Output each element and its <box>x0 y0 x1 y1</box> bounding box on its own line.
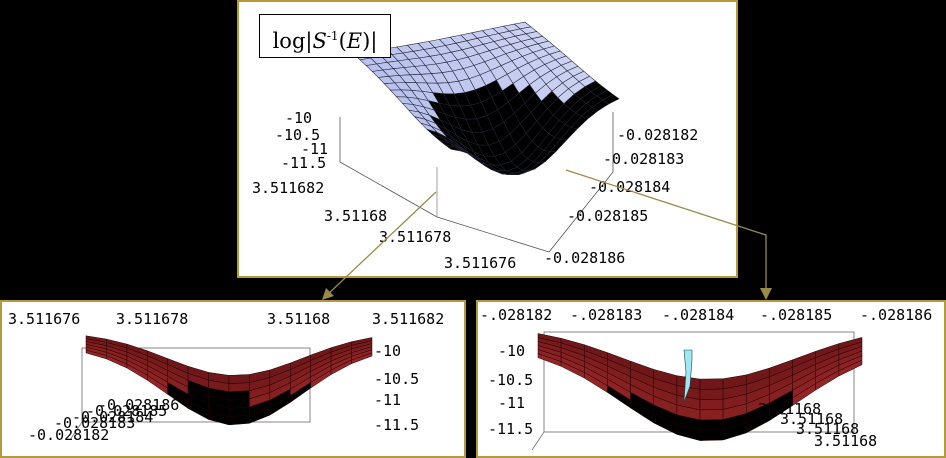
z-tick-label: -10 <box>374 342 401 360</box>
z-tick-label: -11.5 <box>281 154 326 172</box>
y-tick-label: -0.028183 <box>54 414 135 432</box>
surface-cell <box>699 429 724 441</box>
z-tick-label: -11 <box>301 140 328 158</box>
box-frame-lower <box>339 112 614 253</box>
surface-cell <box>602 94 620 105</box>
z-tick-label: -11.5 <box>488 420 533 438</box>
x-tick-label: 3.511676 <box>8 310 80 328</box>
y-tick-label: -0.028185 <box>86 402 167 420</box>
y-tick-label: -0.028182 <box>28 426 109 444</box>
x-tick-label: 3.511682 <box>252 179 324 197</box>
y-tick-label: -0.028182 <box>617 126 698 144</box>
y-tick-label: -0.028185 <box>567 207 648 225</box>
side-view-y-plot: -.028182 -.028183 -.028184 -.028185 -.028186… <box>480 306 932 451</box>
y-tick-label: -.028183 <box>570 306 642 324</box>
y-tick-label: -0.028184 <box>72 408 153 426</box>
x-tick-label: 3.511676 <box>444 254 516 272</box>
surface-highlight <box>683 349 693 403</box>
x-tick-label: 3.51168 <box>780 410 843 428</box>
z-tick-label: -10.5 <box>374 370 419 388</box>
y-tick-label: -.028184 <box>662 306 734 324</box>
x-tick-label: 3.51168 <box>814 432 877 450</box>
y-tick-label: -.028186 <box>860 306 932 324</box>
z-tick-label: -10 <box>285 109 312 127</box>
y-tick-label: -0.028183 <box>603 150 684 168</box>
side-view-x-plot: 3.511676 3.511678 3.51168 3.511682 -10 -10.5 -… <box>8 310 444 444</box>
surface-cell <box>838 359 863 377</box>
y-tick-label: -.028182 <box>480 306 552 324</box>
x-tick-label: 3.51168 <box>796 420 859 438</box>
plot-title: log|S-1(E)| <box>259 14 391 58</box>
z-tick-label: -11.5 <box>374 416 419 434</box>
z-tick-label: -11 <box>374 391 401 409</box>
x-tick-label: 3.51168 <box>758 400 821 418</box>
surface-cell <box>228 390 250 401</box>
y-tick-label: -.028185 <box>760 306 832 324</box>
surface-cell <box>228 374 250 384</box>
box-frame-edge <box>531 431 545 451</box>
z-tick-label: -10 <box>498 342 525 360</box>
surface-cell <box>228 398 250 409</box>
surface-cell <box>699 419 724 431</box>
box-frame-edge <box>69 421 83 441</box>
x-tick-label: 3.511682 <box>372 310 444 328</box>
x-tick-label: 3.51168 <box>267 310 330 328</box>
y-tick-label: -0.028184 <box>589 178 670 196</box>
x-tick-label: 3.51168 <box>324 207 387 225</box>
z-tick-label: -10.5 <box>488 371 533 389</box>
surface-cell <box>228 382 250 393</box>
x-tick-label: 3.511678 <box>379 228 451 246</box>
surface-cell <box>351 352 373 364</box>
arrow-right-head <box>760 288 772 300</box>
z-tick-label: -10.5 <box>275 126 320 144</box>
z-tick-label: -11 <box>498 394 525 412</box>
surface-cell <box>699 398 724 411</box>
surface-cell <box>699 388 724 400</box>
arrow-left-head <box>322 288 334 300</box>
side-view-y-panel: -.028182 -.028183 -.028184 -.028185 -.028186… <box>476 300 946 458</box>
surface-cell <box>228 414 250 426</box>
y-tick-label: -0.028186 <box>98 396 179 414</box>
surface-cell <box>699 378 724 390</box>
y-tick-label: -0.028186 <box>544 249 625 267</box>
side-view-x-panel: 3.511676 3.511678 3.51168 3.511682 -10 -10.5 -… <box>0 300 466 458</box>
surface-cell <box>699 409 724 421</box>
x-tick-label: 3.511678 <box>116 310 188 328</box>
main-surface-panel: -10 -10.5 -11 -11.5 3.511682 3.51168 3.511678 3… <box>237 0 738 278</box>
